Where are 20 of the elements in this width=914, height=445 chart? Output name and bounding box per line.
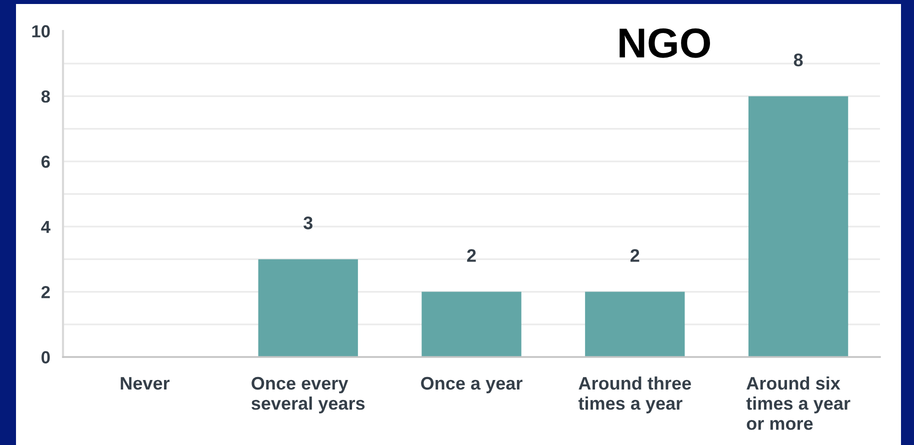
bar [748, 96, 848, 357]
y-tick-label: 10 [32, 25, 50, 38]
y-tick-label: 4 [41, 220, 50, 233]
chart-title: NGO [620, 28, 710, 58]
data-label: 2 [467, 249, 476, 262]
y-tick-label: 2 [41, 286, 50, 298]
y-tick-label: 6 [41, 156, 50, 168]
x-tick-label: Never [120, 377, 170, 390]
y-tick-label: 8 [41, 90, 50, 103]
x-tick-label: Around three times a year [578, 376, 691, 414]
data-label: 3 [303, 216, 312, 230]
bar [422, 292, 522, 357]
data-label: 8 [794, 54, 803, 66]
x-tick-label: Once every several years [252, 376, 365, 414]
x-tick-label: Around six times a year or more [746, 376, 850, 430]
data-label: 2 [630, 249, 640, 262]
bar [585, 292, 685, 357]
y-tick-label: 0 [42, 351, 50, 364]
bar [258, 259, 358, 357]
x-tick-label: Once a year [421, 376, 522, 394]
